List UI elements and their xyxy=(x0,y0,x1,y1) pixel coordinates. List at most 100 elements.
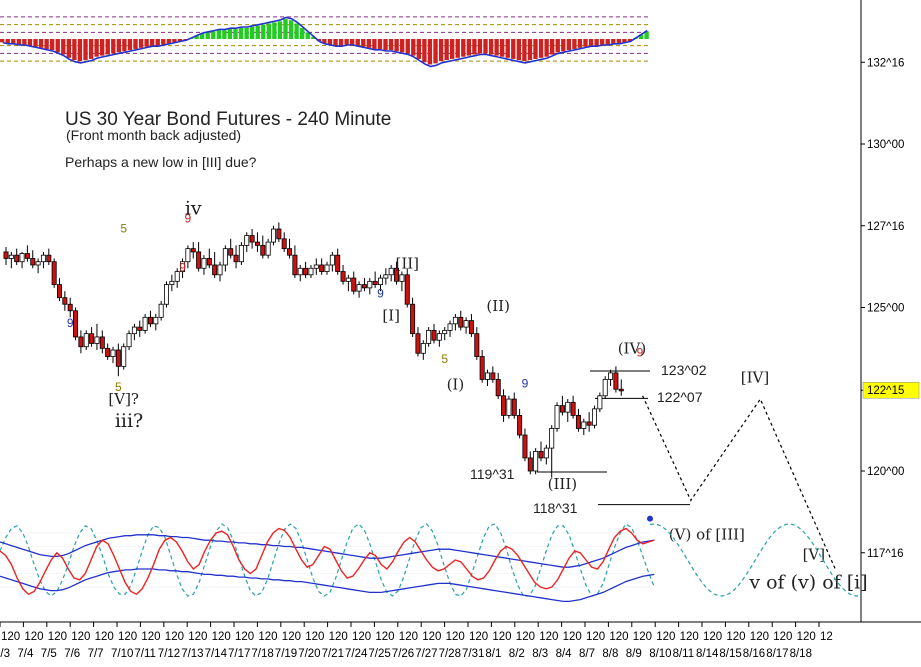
oscillator-lower-band xyxy=(0,568,655,603)
macd-histogram-bar xyxy=(350,39,355,45)
candle xyxy=(249,235,255,243)
time-axis-date-label: 8/2 xyxy=(509,648,525,660)
candle xyxy=(126,333,132,348)
macd-histogram-bar xyxy=(38,39,44,48)
price-panel: 599995959iv[II][I](II)(I)(IV)(III)[V]?ii… xyxy=(3,197,868,594)
candle xyxy=(511,398,517,416)
candle xyxy=(468,320,474,335)
candle xyxy=(303,267,309,276)
macd-histogram-bar xyxy=(322,39,327,44)
candle xyxy=(501,395,507,416)
sequential-count-label: 5 xyxy=(115,380,122,394)
time-axis-date-label: 7/6 xyxy=(64,648,80,660)
candle xyxy=(153,316,159,325)
time-axis-interval-label: 120 xyxy=(422,631,441,643)
price-axis-label: 125^00 xyxy=(867,303,904,315)
macd-histogram-bar xyxy=(283,19,288,39)
macd-histogram-bar xyxy=(277,21,283,39)
macd-histogram-bar xyxy=(583,39,588,47)
sequential-count-label: 9 xyxy=(67,316,74,330)
candle xyxy=(222,248,228,266)
time-axis-interval-label: 120 xyxy=(750,631,769,643)
macd-histogram-bar xyxy=(94,39,99,57)
macd-histogram-bar xyxy=(388,39,394,51)
macd-histogram-bar xyxy=(5,39,10,44)
time-axis-date-label: 7/4 xyxy=(17,648,34,660)
candle xyxy=(608,372,614,380)
macd-histogram-bar xyxy=(355,39,360,46)
current-price-badge xyxy=(862,381,920,399)
candle xyxy=(586,421,592,426)
candle xyxy=(201,258,207,269)
macd-histogram-bar xyxy=(77,39,83,62)
macd-histogram-bar xyxy=(383,39,388,51)
candle xyxy=(404,274,410,305)
candle xyxy=(8,254,14,259)
wave-label: iii? xyxy=(115,410,143,432)
macd-histogram-bar xyxy=(133,39,138,49)
macd-histogram-bar xyxy=(400,39,405,53)
macd-histogram-bar xyxy=(500,39,505,57)
macd-histogram-bar xyxy=(638,34,644,39)
candle xyxy=(260,244,266,256)
time-axis-interval-label: 120 xyxy=(48,631,67,643)
candle xyxy=(46,254,52,263)
candle xyxy=(244,235,250,246)
time-axis-interval-label: 120 xyxy=(656,631,675,643)
candle xyxy=(110,349,116,357)
candle xyxy=(185,248,191,263)
oscillator-marker-dot xyxy=(647,515,653,522)
candle xyxy=(335,254,341,272)
macd-histogram-bar xyxy=(561,39,566,52)
macd-histogram-bar xyxy=(127,39,133,51)
candle xyxy=(163,284,169,305)
candle xyxy=(575,415,581,429)
candle xyxy=(506,398,512,416)
time-axis-interval-label: 120 xyxy=(282,631,301,643)
candle xyxy=(270,228,276,243)
macd-histogram-bar xyxy=(422,39,427,63)
time-axis-interval-label: 120 xyxy=(492,631,511,643)
candle xyxy=(30,258,36,266)
candle xyxy=(174,271,180,282)
candle xyxy=(415,333,421,354)
sequential-count-label: 5 xyxy=(120,221,127,235)
candle xyxy=(3,251,9,259)
sequential-count-label: 5 xyxy=(441,352,448,366)
candle xyxy=(442,329,448,335)
candle xyxy=(287,248,293,256)
time-axis-date-label: 7/18 xyxy=(251,648,273,660)
macd-histogram-bar xyxy=(22,39,27,45)
candle xyxy=(527,457,533,472)
candle xyxy=(137,326,143,331)
time-axis-date-label: 8/17 xyxy=(766,648,788,660)
macd-histogram-bar xyxy=(294,23,299,39)
candle xyxy=(217,264,223,276)
chart-subtitle: (Front month back adjusted) xyxy=(66,127,241,143)
candle xyxy=(73,310,79,338)
macd-histogram-bar xyxy=(405,39,410,54)
macd-histogram-bar xyxy=(100,39,105,56)
macd-histogram-bar xyxy=(44,39,49,49)
time-axis-date-label: 8/3 xyxy=(532,648,548,660)
macd-histogram-bar xyxy=(366,39,372,48)
sequential-count-label: 9 xyxy=(179,261,186,275)
time-axis-date-label: 7/21 xyxy=(322,648,344,660)
time-axis-date-label: 8/14 xyxy=(696,648,719,660)
time-axis-date-label: 7/26 xyxy=(392,648,414,660)
macd-histogram-bar xyxy=(505,39,510,58)
time-axis-interval-label: 120 xyxy=(235,631,254,643)
candle xyxy=(233,254,239,263)
candle xyxy=(329,254,335,266)
macd-histogram-bar xyxy=(372,39,377,49)
macd-histogram-bar xyxy=(516,39,522,61)
candle xyxy=(613,372,619,390)
time-axis-interval-label: 120 xyxy=(305,631,324,643)
candle xyxy=(479,356,485,380)
wave-label: (IV) xyxy=(618,339,646,357)
candle xyxy=(169,280,175,286)
oscillator-cycle-line xyxy=(0,523,655,597)
candle xyxy=(35,261,41,266)
macd-histogram-bar xyxy=(177,39,183,42)
